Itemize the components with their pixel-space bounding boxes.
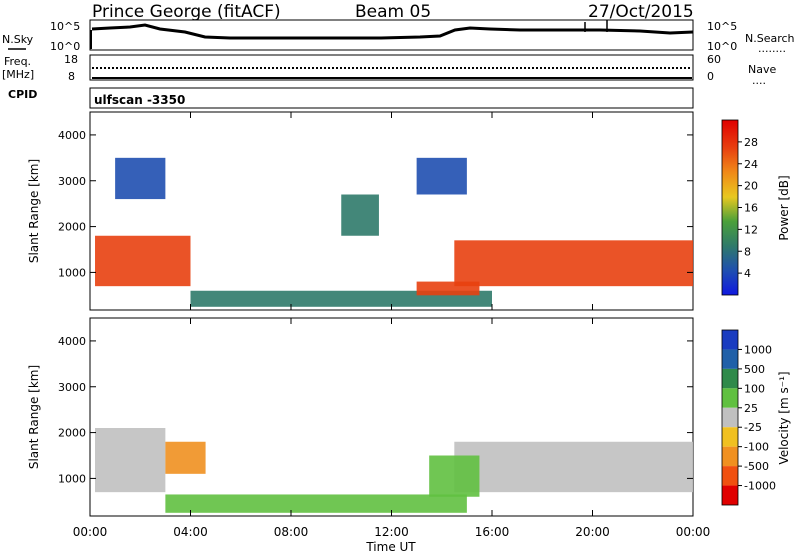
power-ytick-label-0: 1000	[58, 266, 86, 279]
nsky-panel: N.Sky 10^5 10^0 10^5 10^0 N.Search .....…	[2, 19, 795, 55]
station-title: Prince George (fitACF)	[92, 2, 281, 22]
velocity-cbar-tick-label-3: 25	[744, 402, 758, 415]
nsearch-dots: ........	[758, 42, 786, 55]
power-cbar-tick-label-0: 4	[744, 267, 751, 280]
power-cbar-tick-label-4: 20	[744, 180, 758, 193]
power-y-axis-label: Slant Range [km]	[27, 159, 41, 263]
nsky-tick-bottom: 10^0	[50, 40, 80, 53]
velocity-cbar-tick-label-4: -25	[744, 421, 762, 434]
velocity-cbar-tick-label-7: -1000	[744, 480, 776, 493]
cpid-label: CPID	[8, 88, 37, 101]
velocity-panel: 1000 2000 3000 4000 Slant Range [km]	[27, 317, 694, 517]
velocity-ytick-label-1: 2000	[58, 427, 86, 440]
nsearch-tick-bottom: 10^0	[707, 40, 737, 53]
power-cbar-tick-label-5: 24	[744, 158, 758, 171]
velocity-cbar-block-0	[722, 330, 738, 350]
nave-tick-bottom: 0	[707, 70, 714, 83]
velocity-region-0	[95, 428, 166, 493]
velocity-region-3	[165, 494, 467, 513]
power-region-0	[95, 235, 191, 287]
power-colorbar: 4 8 12 16 20 24 28 Power [dB]	[721, 119, 791, 296]
nsky-label: N.Sky	[2, 33, 34, 46]
x-tick-label-0: 00:00	[73, 525, 108, 539]
power-cbar-tick-label-2: 12	[744, 223, 758, 236]
power-ytick-label-2: 3000	[58, 175, 86, 188]
velocity-cbar-block-5	[722, 427, 738, 447]
freq-tick-top: 18	[64, 53, 78, 66]
nave-label: Nave	[748, 63, 776, 76]
beam-title: Beam 05	[355, 2, 431, 22]
power-region-5	[341, 194, 379, 236]
x-tick-label-3: 12:00	[374, 525, 409, 539]
power-cbar-tick-label-1: 8	[744, 245, 751, 258]
nave-tick-top: 60	[707, 53, 721, 66]
x-tick-label-1: 04:00	[173, 525, 208, 539]
velocity-cbar-block-2	[722, 368, 738, 389]
power-ytick-label-3: 4000	[58, 129, 86, 142]
power-ytick-label-1: 2000	[58, 221, 86, 234]
power-panel: 1000 2000 3000 4000 Slant Range [km]	[27, 111, 694, 311]
power-region-1	[454, 240, 693, 287]
cpid-value: ulfscan -3350	[94, 93, 185, 107]
nsearch-label: N.Search	[745, 32, 795, 45]
velocity-cbar-tick-label-0: 1000	[744, 343, 772, 356]
nsky-tick-top: 10^5	[50, 20, 80, 33]
freq-tick-bottom: 8	[68, 70, 75, 83]
velocity-region-4	[429, 455, 480, 497]
velocity-y-axis-label: Slant Range [km]	[27, 365, 41, 469]
power-cbar-tick-label-6: 28	[744, 136, 758, 149]
velocity-cbar-frame	[721, 329, 739, 506]
velocity-cbar-tick-label-2: 100	[744, 382, 765, 395]
velocity-ytick-label-0: 1000	[58, 472, 86, 485]
power-region-4	[115, 157, 166, 200]
power-region-3	[416, 281, 480, 296]
velocity-ytick-label-2: 3000	[58, 381, 86, 394]
velocity-ytick-label-3: 4000	[58, 335, 86, 348]
velocity-cbar-block-4	[722, 407, 738, 428]
x-tick-label-2: 08:00	[274, 525, 309, 539]
velocity-cbar-block-8	[722, 485, 738, 505]
freq-panel: Freq. [MHz] 18 8 60 0 Nave ....	[2, 53, 776, 87]
velocity-cbar-block-7	[722, 466, 738, 486]
velocity-region-2	[165, 441, 206, 474]
cpid-panel: CPID ulfscan -3350	[8, 87, 694, 109]
power-cbar-tick-label-3: 16	[744, 202, 758, 215]
x-tick-label-6: 00:00	[676, 525, 711, 539]
x-axis-label: Time UT	[365, 540, 416, 554]
velocity-cbar-block-6	[722, 446, 738, 467]
velocity-cbar-block-1	[722, 349, 738, 369]
freq-label-2: [MHz]	[2, 68, 34, 81]
velocity-cbar-tick-label-1: 500	[744, 363, 765, 376]
freq-label-1: Freq.	[4, 55, 31, 68]
velocity-colorbar: 1000 500 100 25 -25 -100 -500 -1000 Velocity [m…	[721, 329, 791, 506]
velocity-cbar-block-3	[722, 388, 738, 408]
power-region-6	[416, 157, 467, 195]
nave-dots: ....	[752, 74, 766, 87]
nsky-trace	[91, 23, 694, 40]
power-colorbar-label: Power [dB]	[777, 175, 791, 240]
nsearch-tick-top: 10^5	[707, 20, 737, 33]
x-tick-label-4: 16:00	[475, 525, 510, 539]
x-tick-label-5: 20:00	[575, 525, 610, 539]
velocity-colorbar-label: Velocity [m s⁻¹]	[777, 371, 791, 464]
velocity-cbar-tick-label-5: -100	[744, 441, 769, 454]
date-title: 27/Oct/2015	[588, 2, 694, 22]
velocity-cbar-tick-label-6: -500	[744, 460, 769, 473]
velocity-region-1	[454, 441, 693, 493]
